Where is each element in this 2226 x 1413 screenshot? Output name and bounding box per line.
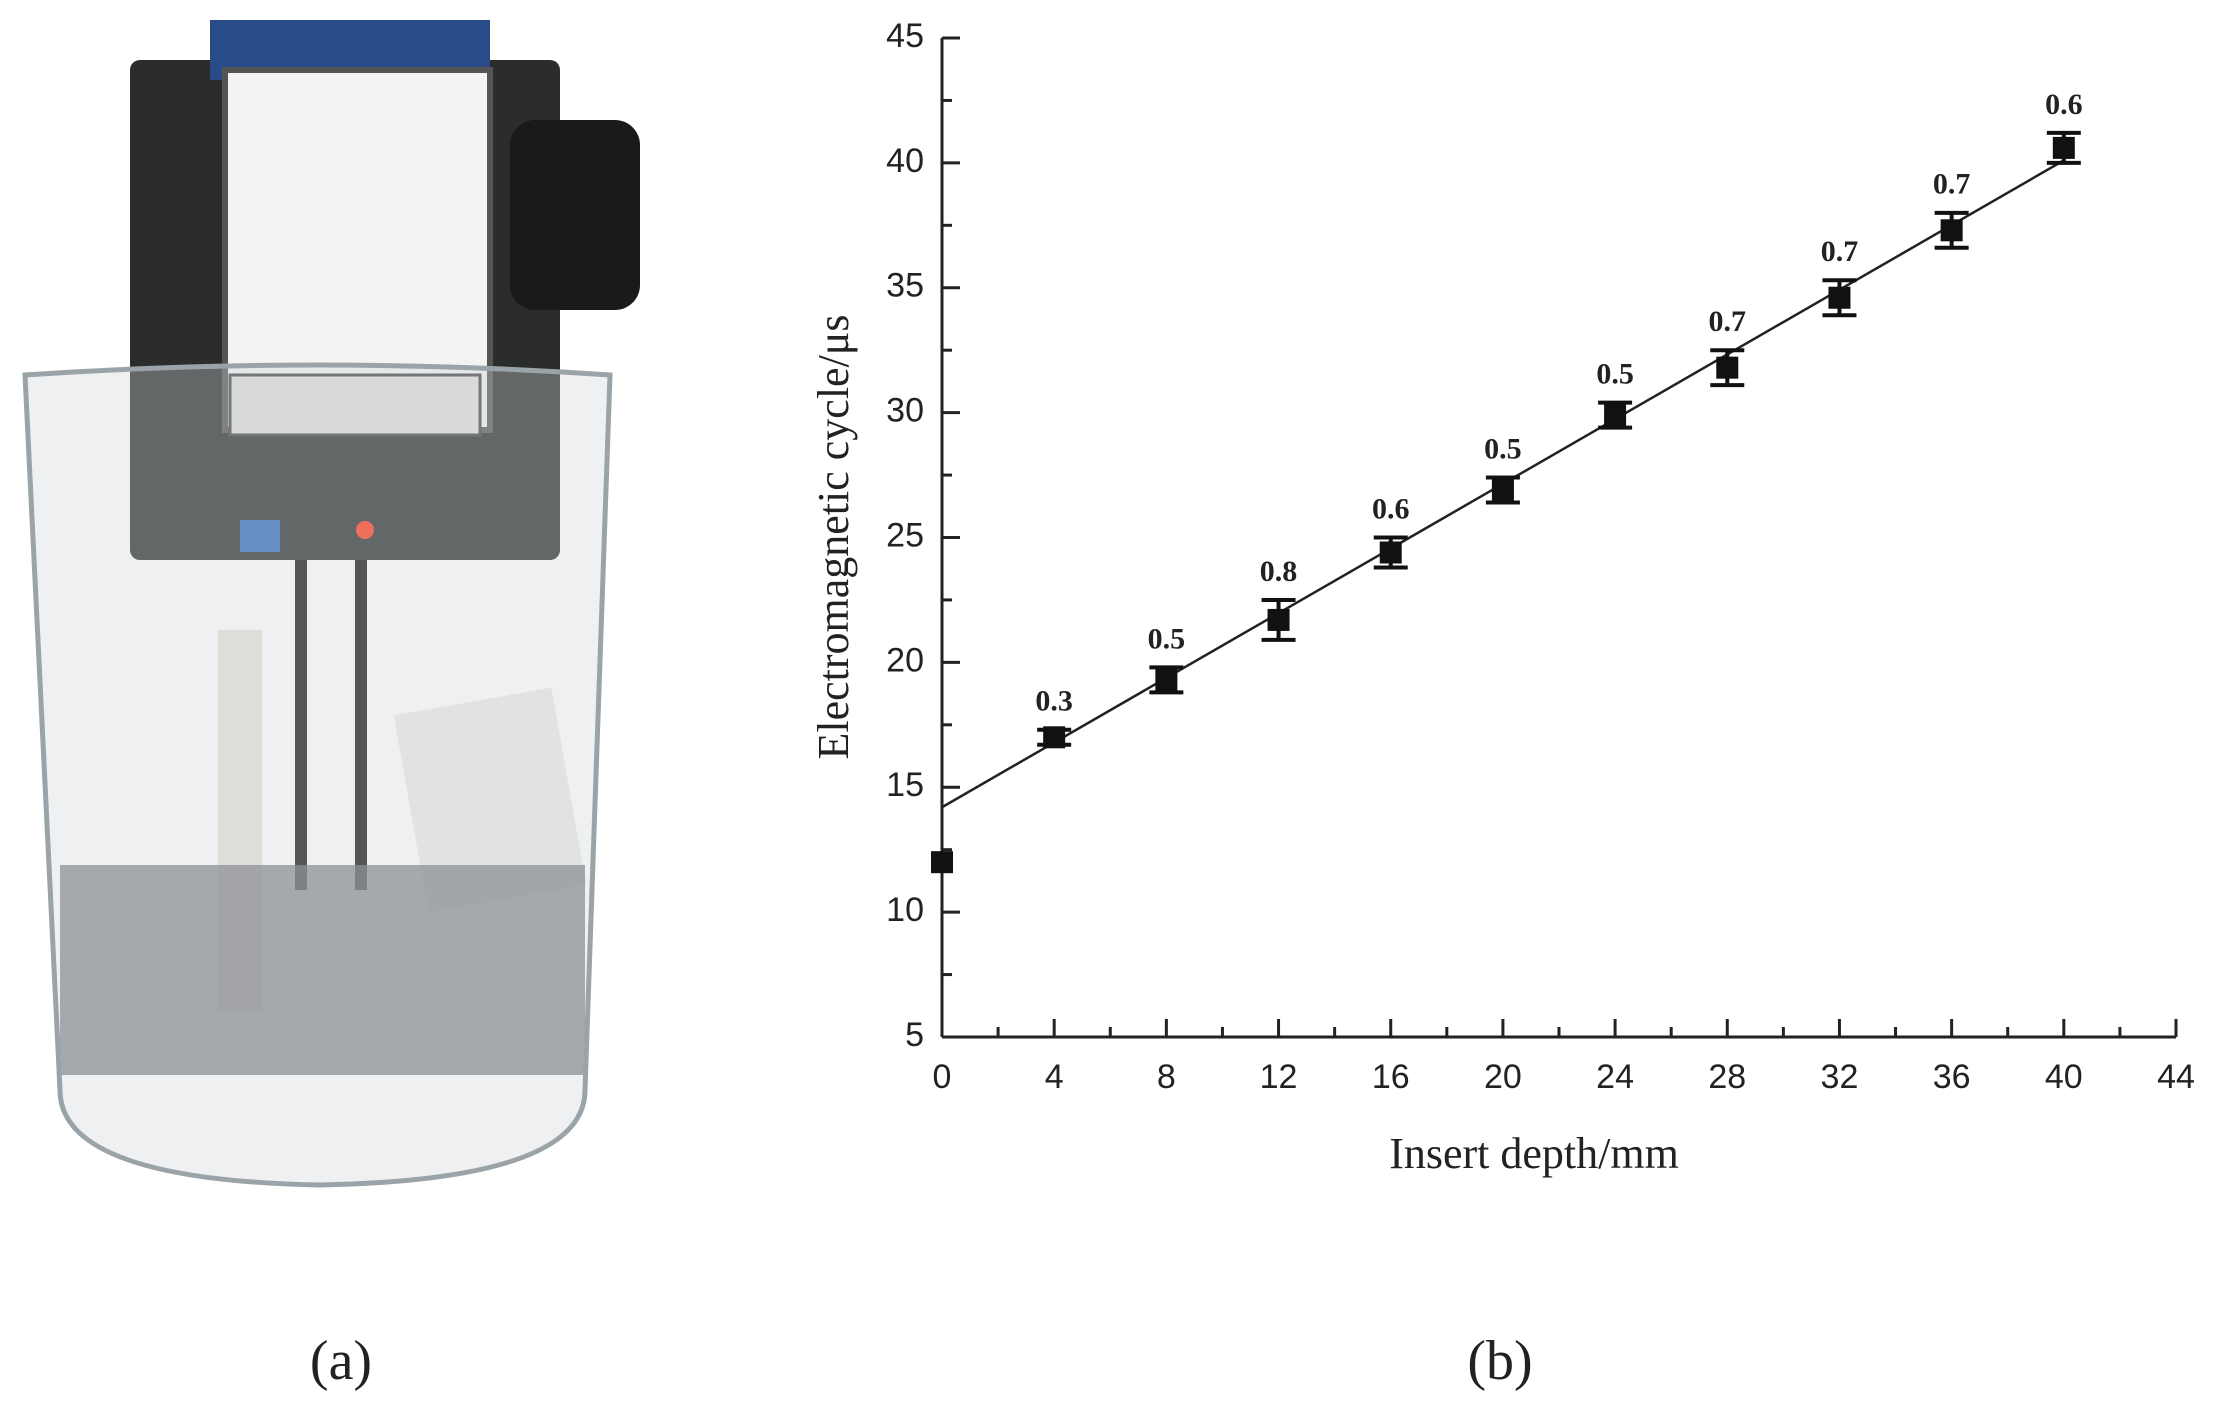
error-label: 0.7 [1933, 168, 1971, 201]
water [60, 865, 585, 1075]
data-point [1491, 479, 1514, 502]
x-axis-title: Insert depth/mm [1389, 1129, 1679, 1178]
data-point [1379, 541, 1402, 564]
data-point [1155, 668, 1178, 691]
y-tick-label: 45 [886, 17, 924, 55]
led [356, 521, 374, 539]
data-point [1043, 726, 1066, 749]
y-tick-label: 35 [886, 267, 924, 305]
x-tick-label: 0 [933, 1058, 952, 1096]
error-label: 0.3 [1035, 685, 1073, 718]
error-label: 0.5 [1484, 432, 1522, 465]
lcd-bottom [228, 373, 482, 437]
error-label: 0.5 [1596, 358, 1634, 391]
photo [22, 20, 640, 1188]
x-tick-label: 44 [2157, 1058, 2195, 1096]
x-tick-label: 32 [1821, 1058, 1859, 1096]
electrode [295, 560, 307, 890]
x-tick-label: 24 [1596, 1058, 1634, 1096]
y-tick-label: 25 [886, 516, 924, 554]
x-tick-label: 8 [1157, 1058, 1176, 1096]
x-tick-label: 28 [1708, 1058, 1746, 1096]
connector [510, 120, 640, 310]
error-label: 0.5 [1148, 622, 1186, 655]
y-tick-label: 10 [886, 891, 924, 929]
y-tick-label: 30 [886, 392, 924, 430]
electrode [355, 560, 367, 890]
data-point [2052, 136, 2075, 159]
data-point [1604, 404, 1627, 427]
x-tick-label: 20 [1484, 1058, 1522, 1096]
paper-label [393, 687, 587, 913]
y-tick-label: 5 [905, 1016, 924, 1054]
data-point [1940, 219, 1963, 242]
error-label: 0.7 [1821, 235, 1859, 268]
error-label: 0.7 [1709, 305, 1747, 338]
x-tick-label: 4 [1045, 1058, 1064, 1096]
data-point [1716, 356, 1739, 379]
data-point [1267, 608, 1290, 631]
y-tick-label: 20 [886, 641, 924, 679]
y-tick-label: 15 [886, 766, 924, 804]
x-tick-label: 16 [1372, 1058, 1410, 1096]
data-point [931, 851, 953, 874]
data-point [1828, 286, 1851, 309]
y-axis-title: Electromagnetic cycle/μs [809, 314, 858, 759]
error-label: 0.6 [1372, 492, 1410, 525]
lcd-screen [222, 67, 493, 433]
terminal [240, 520, 280, 552]
panel-label: (b) [1467, 1330, 1532, 1392]
panel-label: (a) [310, 1330, 372, 1392]
x-tick-label: 12 [1260, 1058, 1298, 1096]
beaker [22, 362, 613, 1188]
error-label: 0.6 [2045, 88, 2083, 121]
error-label: 0.8 [1260, 555, 1298, 588]
x-tick-label: 36 [1933, 1058, 1971, 1096]
y-tick-label: 40 [886, 142, 924, 180]
x-tick-label: 40 [2045, 1058, 2083, 1096]
